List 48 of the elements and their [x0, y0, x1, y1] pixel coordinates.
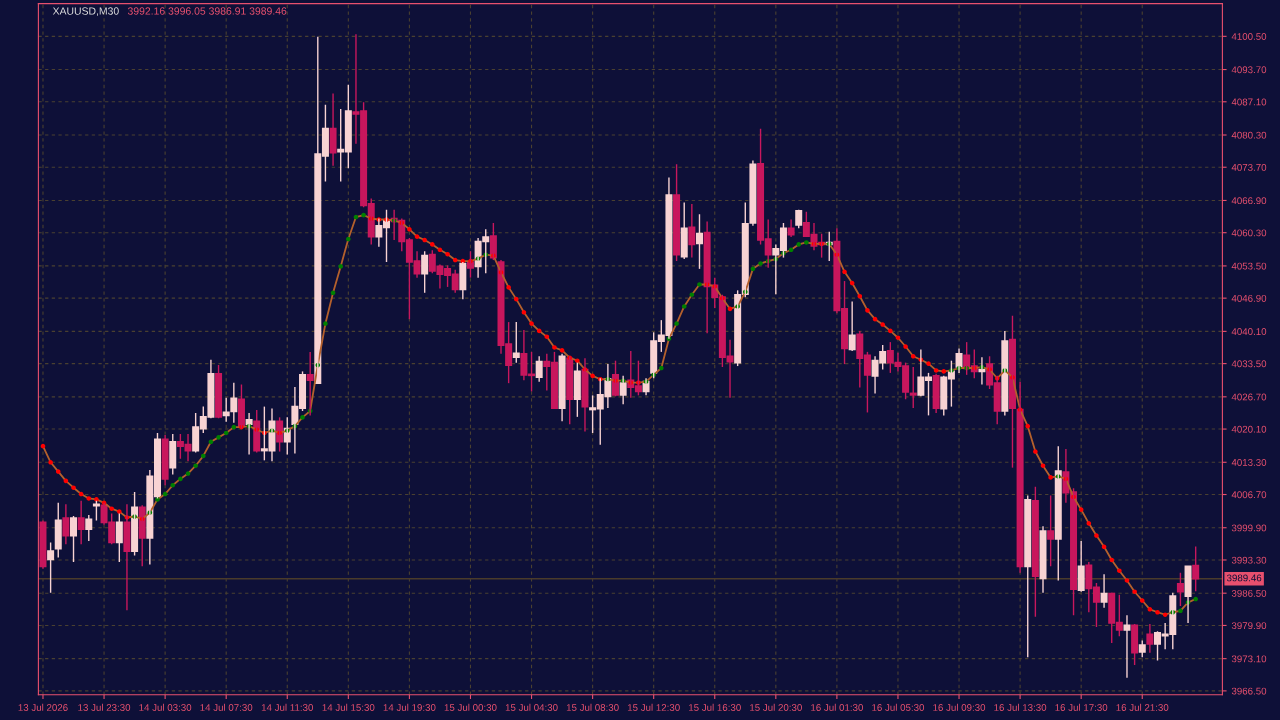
x-tick-label: 16 Jul 17:30 — [1055, 703, 1108, 711]
y-tick-label: 3966.50 — [1231, 687, 1267, 695]
y-tick-label: 4093.70 — [1231, 66, 1267, 74]
y-tick-label: 3973.10 — [1231, 655, 1267, 663]
y-tick-label: 4013.30 — [1231, 459, 1267, 466]
candlestick — [92, 500, 100, 522]
y-tick-label: 3999.90 — [1231, 524, 1267, 532]
y-tick-label: 4046.90 — [1231, 294, 1267, 302]
x-tick-label: 13 Jul 2026 — [18, 703, 68, 711]
candlestick — [909, 366, 917, 409]
x-tick-label: 13 Jul 23:30 — [78, 703, 131, 711]
x-tick-label: 16 Jul 05:30 — [872, 703, 925, 711]
chart-title: XAUUSD,M30 — [52, 7, 119, 16]
x-tick-label: 15 Jul 04:30 — [505, 703, 558, 711]
x-tick-label: 14 Jul 07:30 — [200, 703, 253, 711]
y-tick-label: 4087.10 — [1231, 98, 1267, 106]
x-tick-label: 15 Jul 12:30 — [627, 703, 680, 711]
y-tick-label: 4026.70 — [1231, 393, 1267, 401]
x-tick-label: 14 Jul 19:30 — [383, 703, 436, 711]
x-tick-label: 14 Jul 11:30 — [261, 703, 314, 711]
x-tick-label: 15 Jul 16:30 — [689, 703, 741, 711]
x-tick-label: 14 Jul 15:30 — [322, 703, 375, 711]
y-tick-label: 4020.10 — [1231, 425, 1267, 433]
x-tick-label: 16 Jul 01:30 — [811, 703, 863, 711]
x-tick-label: 15 Jul 00:30 — [444, 703, 497, 711]
y-tick-label: 4040.10 — [1231, 328, 1267, 335]
x-tick-label: 15 Jul 20:30 — [750, 703, 802, 711]
y-tick-label: 4073.70 — [1231, 163, 1267, 171]
x-tick-label: 16 Jul 21:30 — [1116, 703, 1169, 711]
y-tick-label: 4060.30 — [1231, 229, 1267, 237]
x-tick-label: 16 Jul 09:30 — [933, 703, 986, 711]
x-tick-label: 14 Jul 03:30 — [139, 703, 192, 711]
y-tick-label: 4006.70 — [1231, 491, 1267, 499]
chart-subtitle: 3992.16 3996.05 3986.91 3989.46 — [127, 7, 287, 15]
y-tick-label: 4080.30 — [1231, 131, 1267, 139]
candlestick — [1176, 571, 1184, 607]
y-tick-label: 4100.50 — [1231, 33, 1267, 40]
candlestick — [47, 541, 55, 594]
y-tick-label: 3993.30 — [1231, 556, 1267, 564]
x-tick-label: 16 Jul 13:30 — [994, 703, 1047, 711]
candlestick — [1047, 494, 1055, 568]
y-tick-label: 4033.50 — [1231, 360, 1267, 368]
y-tick-label: 3986.50 — [1231, 589, 1267, 597]
x-tick-label: 15 Jul 08:30 — [566, 703, 619, 711]
ref-line-label: 3989.46 — [1226, 574, 1262, 582]
y-tick-label: 3979.90 — [1231, 622, 1267, 630]
y-tick-label: 4066.90 — [1231, 197, 1267, 205]
y-tick-label: 4053.50 — [1231, 262, 1267, 270]
